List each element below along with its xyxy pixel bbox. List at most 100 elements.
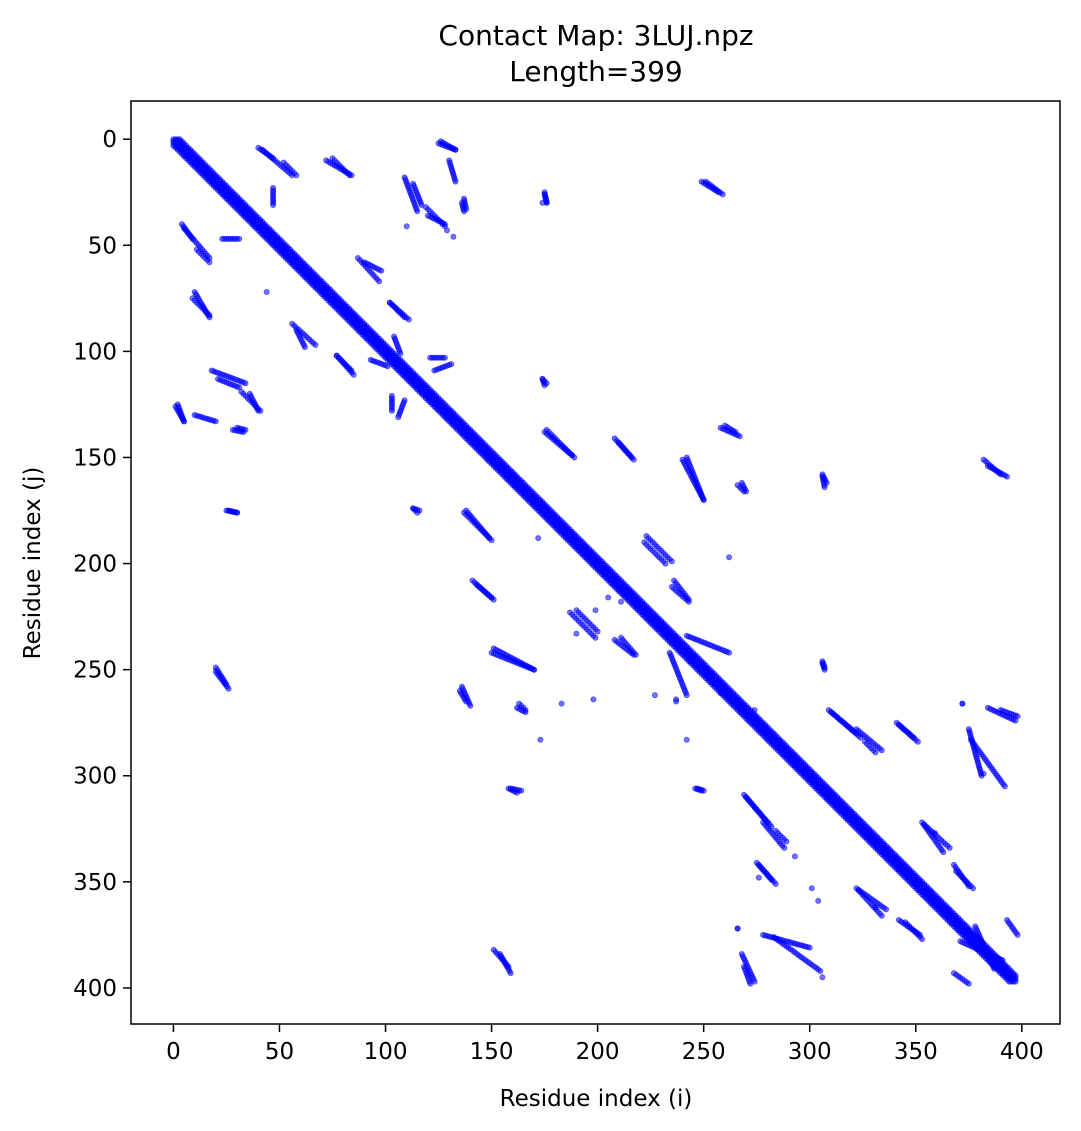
- contact-point: [772, 881, 779, 888]
- contact-point: [1012, 978, 1019, 985]
- contact-point: [685, 598, 692, 605]
- contact-point: [768, 876, 775, 883]
- contact-point: [940, 849, 947, 856]
- contact-point: [571, 454, 578, 461]
- contact-point: [234, 509, 241, 516]
- contact-point: [535, 535, 542, 542]
- contact-point: [819, 974, 826, 981]
- contact-point: [240, 428, 247, 435]
- contact-point: [448, 361, 455, 368]
- contact-point: [734, 925, 741, 932]
- x-tick-label: 50: [265, 1039, 294, 1065]
- chart-subtitle: Length=399: [509, 55, 682, 88]
- contact-point: [257, 407, 264, 414]
- contact-point: [806, 944, 813, 951]
- contact-point: [743, 488, 750, 495]
- contact-point: [450, 233, 457, 240]
- contact-point: [395, 414, 402, 421]
- contact-point: [312, 341, 319, 348]
- contact-point: [537, 736, 544, 743]
- contact-point: [991, 965, 998, 972]
- chart-title: Contact Map: 3LUJ.npz: [438, 19, 753, 52]
- contact-point: [965, 980, 972, 987]
- contact-point: [558, 700, 565, 707]
- x-tick-label: 350: [894, 1039, 938, 1065]
- contact-point: [1001, 783, 1008, 790]
- y-tick-label: 250: [73, 658, 117, 684]
- contact-point: [289, 172, 296, 179]
- contact-point: [747, 980, 754, 987]
- x-tick-label: 0: [166, 1039, 181, 1065]
- contact-point: [628, 454, 635, 461]
- contact-point: [1014, 931, 1021, 938]
- contact-point: [348, 367, 355, 374]
- contact-point: [284, 252, 291, 259]
- contact-point: [817, 968, 824, 975]
- contact-point: [594, 628, 601, 635]
- contact-point: [212, 418, 219, 425]
- x-tick-label: 300: [788, 1039, 832, 1065]
- contact-point: [980, 770, 987, 777]
- contact-point: [301, 344, 308, 351]
- y-tick-label: 50: [88, 233, 117, 259]
- contact-point: [668, 558, 675, 565]
- contact-point: [384, 363, 391, 370]
- contact-point: [1004, 473, 1011, 480]
- x-tick-label: 200: [576, 1039, 620, 1065]
- contact-point: [263, 288, 270, 295]
- contact-point: [931, 830, 938, 837]
- contact-point: [821, 664, 828, 671]
- contact-point: [401, 314, 408, 321]
- contact-point: [673, 696, 680, 703]
- contact-point: [488, 594, 495, 601]
- contact-point: [270, 201, 277, 208]
- contact-point: [507, 970, 514, 977]
- contact-point: [467, 702, 474, 709]
- contact-point: [726, 649, 733, 656]
- y-tick-label: 400: [73, 976, 117, 1002]
- contact-point: [999, 957, 1006, 964]
- x-tick-label: 100: [364, 1039, 408, 1065]
- y-tick-label: 350: [73, 870, 117, 896]
- contact-point: [539, 199, 546, 206]
- contact-point: [531, 666, 538, 673]
- contact-point: [917, 931, 924, 938]
- contact-point: [791, 853, 798, 860]
- contact-point: [662, 560, 669, 567]
- contact-point: [225, 685, 232, 692]
- contact-point: [878, 747, 885, 754]
- contact-point: [452, 146, 459, 153]
- contact-point: [959, 700, 966, 707]
- contact-point: [452, 178, 459, 185]
- y-tick-label: 200: [73, 552, 117, 578]
- contact-point: [751, 707, 758, 714]
- contact-point: [403, 223, 410, 230]
- y-tick-label: 100: [73, 339, 117, 365]
- contact-point: [522, 709, 529, 716]
- contact-point: [618, 598, 625, 605]
- contact-point: [414, 208, 421, 215]
- contact-point: [236, 235, 243, 242]
- x-tick-label: 250: [682, 1039, 726, 1065]
- contact-point: [206, 254, 213, 261]
- contact-point: [700, 496, 707, 503]
- contact-point: [414, 509, 421, 516]
- contact-point: [717, 690, 724, 697]
- x-tick-label: 400: [1000, 1039, 1044, 1065]
- contact-point: [441, 354, 448, 361]
- y-tick-label: 300: [73, 764, 117, 790]
- x-axis-label: Residue index (i): [500, 1086, 693, 1112]
- contact-point: [378, 267, 385, 274]
- contact-point: [965, 883, 972, 890]
- contact-point: [397, 350, 404, 357]
- contact-point: [651, 692, 658, 699]
- y-tick-label: 0: [102, 127, 117, 153]
- contact-point: [573, 630, 580, 637]
- contact-point: [443, 227, 450, 234]
- contact-point: [514, 789, 521, 796]
- contact-point: [768, 823, 775, 830]
- y-tick-label: 150: [73, 445, 117, 471]
- contact-point: [783, 838, 790, 845]
